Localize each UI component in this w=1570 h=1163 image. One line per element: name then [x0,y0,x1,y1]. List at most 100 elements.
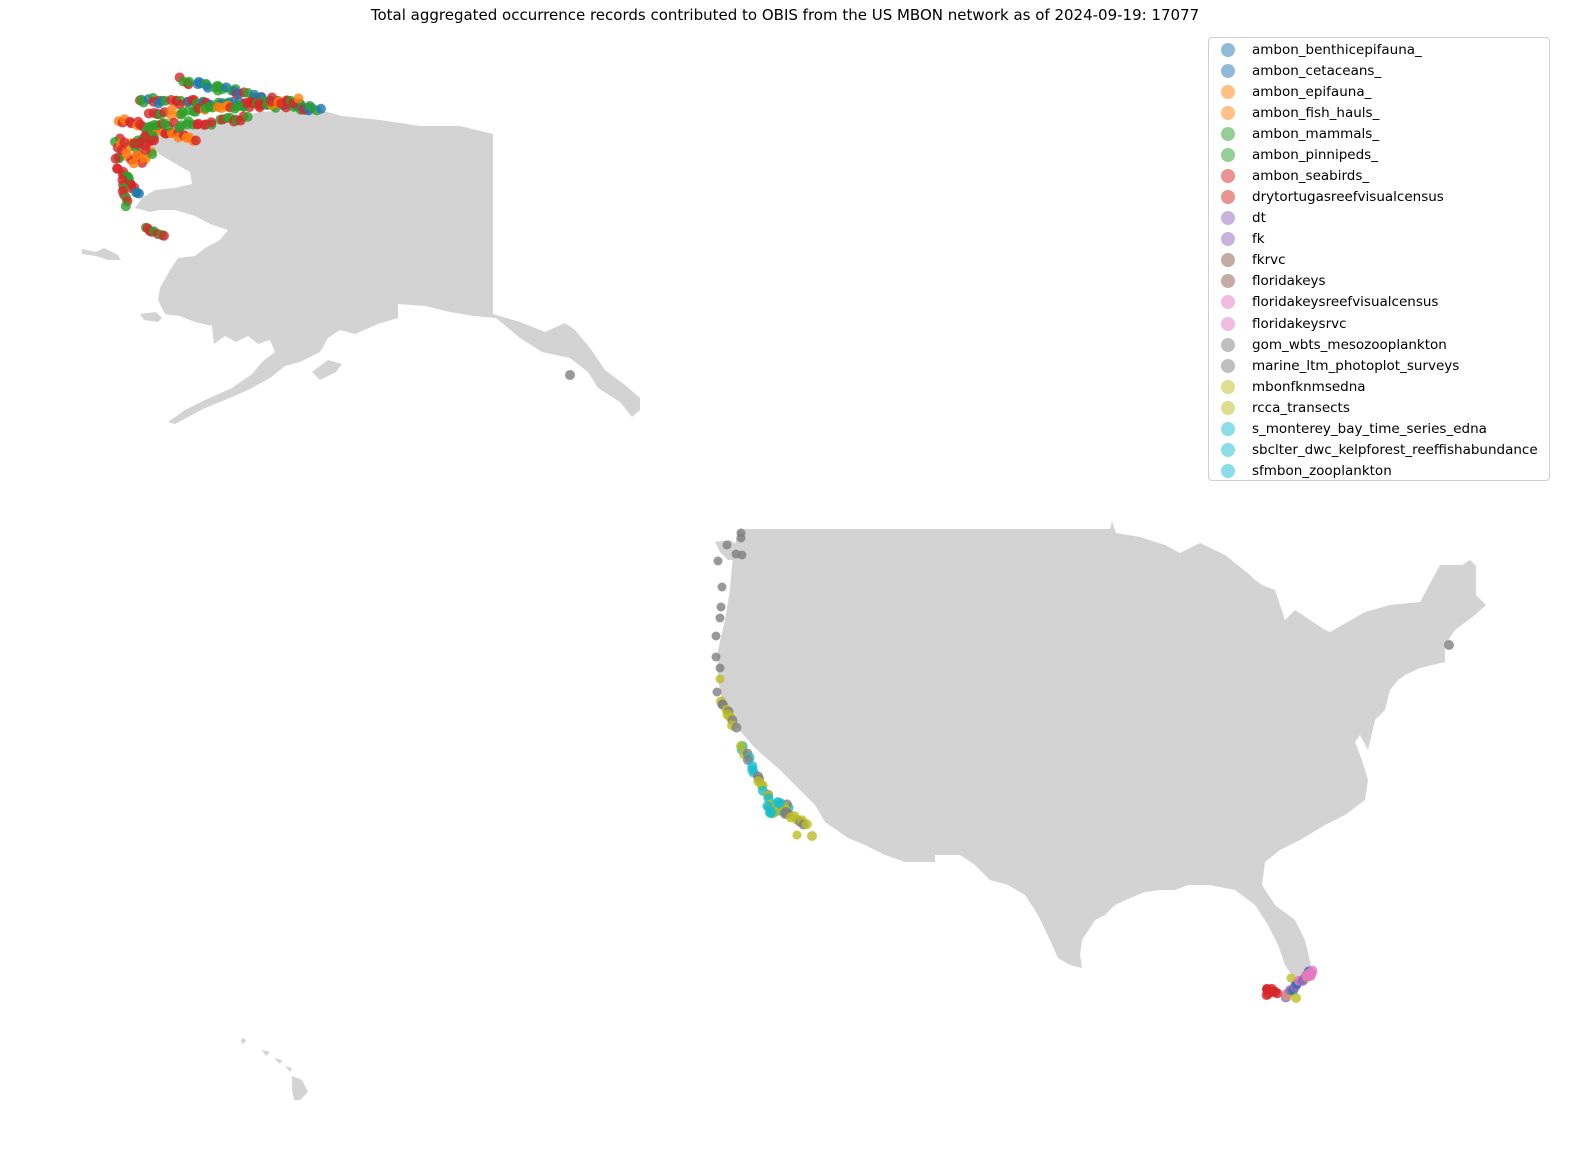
legend-entry: gom_wbts_mesozooplankton [1209,334,1549,355]
legend-label: ambon_cetaceans_ [1252,62,1382,79]
occurrence-point [119,137,130,148]
legend-label: fkrvc [1252,252,1286,269]
legend-entry: ambon_fish_hauls_ [1209,102,1549,123]
legend-label: dt [1252,210,1266,227]
occurrence-point [166,104,177,115]
occurrence-point [731,722,742,733]
occurrence-point [715,663,725,673]
occurrence-point [715,674,725,684]
occurrence-point [807,831,817,841]
legend-label: floridakeysreefvisualcensus [1252,294,1439,311]
occurrence-point [722,540,732,550]
legend-entry: s_monterey_bay_time_series_edna [1209,418,1549,439]
occurrence-point [1266,983,1277,994]
occurrence-point [121,148,132,159]
legend-label: floridakeys [1252,273,1326,290]
legend: ambon_benthicepifauna_ ambon_cetaceans_am… [1208,37,1550,481]
legend-label: ambon_pinnipeds_ [1252,146,1378,163]
hawaii-island [292,1076,308,1100]
occurrence-point [736,533,746,543]
occurrence-point [774,797,785,808]
land-layer [82,110,1486,1100]
legend-entry: drytortugasreefvisualcensus [1209,187,1549,208]
occurrence-point [206,117,217,128]
legend-marker [1221,105,1235,120]
occurrence-point [184,76,195,87]
legend-marker [1221,232,1235,247]
hawaii-island [262,1050,270,1056]
legend-label: sbclter_dwc_kelpforest_reeffishabundance [1252,442,1538,459]
occurrence-point [254,100,265,111]
occurrence-point [129,138,140,149]
occurrence-point [148,135,159,146]
occurrence-point [715,613,725,623]
occurrence-point [1444,640,1454,650]
legend-marker [1221,169,1235,183]
occurrence-point [711,631,721,641]
legend-entry: floridakeysrvc [1209,313,1549,334]
occurrence-point [293,93,304,104]
legend-label: rcca_transects [1252,399,1350,416]
occurrence-point [202,82,213,93]
occurrence-point [140,144,151,155]
legend-label: sfmbon_zooplankton [1252,463,1392,480]
alaska-island [82,248,121,260]
occurrence-points-layer [110,72,1454,1003]
occurrence-point [1291,993,1301,1003]
alaska-island [140,312,162,322]
legend-label: s_monterey_bay_time_series_edna [1252,420,1487,437]
occurrence-point [158,230,169,241]
legend-entry: floridakeysreefvisualcensus [1209,292,1549,313]
legend-entry: ambon_cetaceans_ [1209,60,1549,81]
legend-label: drytortugasreefvisualcensus [1252,189,1444,206]
legend-entry: ambon_pinnipeds_ [1209,144,1549,165]
occurrence-point [565,370,575,380]
legend-entry: ambon_benthicepifauna_ [1209,39,1549,60]
legend-label: ambon_mammals_ [1252,125,1380,142]
alaska-landmass [135,110,640,424]
occurrence-point [120,201,131,212]
legend-marker [1221,295,1235,310]
legend-marker [1221,337,1235,352]
hawaii-island [241,1038,246,1044]
legend-label: ambon_seabirds_ [1252,168,1370,184]
legend-label: fk [1252,231,1265,248]
legend-marker [1221,147,1235,162]
legend-marker [1221,190,1235,205]
legend-marker [1221,358,1235,373]
legend-marker [1221,443,1235,458]
legend-entry: rcca_transects [1209,397,1549,418]
hawaii-island [274,1058,282,1064]
legend-label: marine_ltm_photoplot_surveys [1252,357,1460,374]
legend-marker [1221,63,1235,78]
legend-entry: sfmbon_zooplankton [1209,461,1549,482]
occurrence-point [713,556,723,566]
occurrence-point [140,132,151,143]
occurrence-point [801,819,812,830]
occurrence-point [190,135,201,146]
occurrence-point [174,99,185,110]
legend-entry: marine_ltm_photoplot_surveys [1209,355,1549,376]
occurrence-point [304,100,315,111]
occurrence-point [315,103,326,114]
occurrence-point [242,111,253,122]
occurrence-point [717,582,727,592]
occurrence-point [762,801,773,812]
legend-marker [1221,42,1235,57]
occurrence-point [712,687,722,697]
legend-entry: fk [1209,229,1549,250]
occurrence-point [1286,973,1296,983]
legend-entry: dt [1209,208,1549,229]
legend-marker [1221,274,1235,289]
occurrence-point [792,830,802,840]
occurrence-point [128,158,139,169]
legend-label: ambon_epifauna_ [1252,83,1372,100]
legend-marker [1221,211,1235,226]
hawaii-island [285,1066,292,1072]
occurrence-point [131,150,142,161]
legend-entry: sbclter_dwc_kelpforest_reeffishabundance [1209,439,1549,460]
legend-marker [1221,379,1235,394]
contiguous-us-landmass [718,521,1486,980]
legend-label: ambon_fish_hauls_ [1252,104,1380,121]
legend-label: mbonfknmsedna [1252,378,1366,395]
